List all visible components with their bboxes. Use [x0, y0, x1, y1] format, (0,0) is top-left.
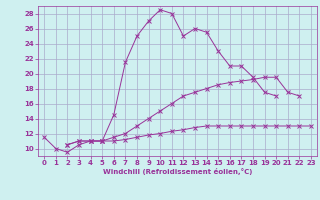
X-axis label: Windchill (Refroidissement éolien,°C): Windchill (Refroidissement éolien,°C): [103, 168, 252, 175]
